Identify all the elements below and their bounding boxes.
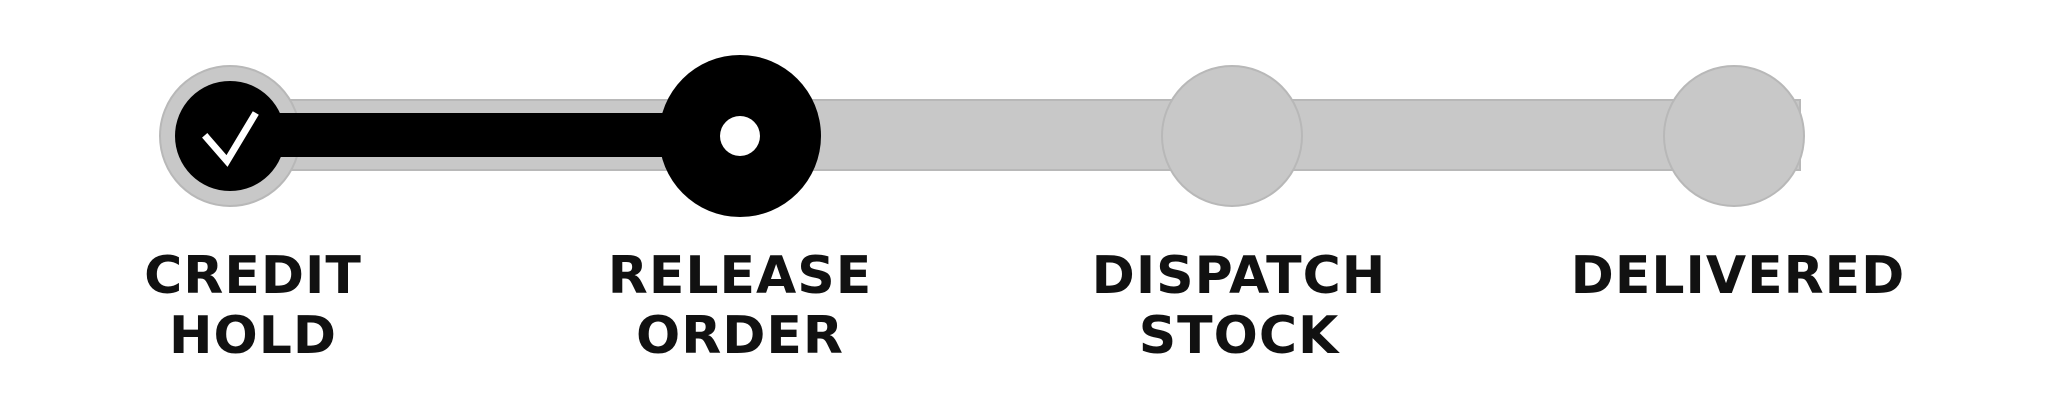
dot-icon xyxy=(720,116,760,156)
step-label-line: RELEASE xyxy=(607,246,873,306)
step-label-line: DISPATCH xyxy=(1091,246,1387,306)
step-label-line: ORDER xyxy=(636,306,844,366)
check-icon xyxy=(196,105,265,174)
step-label-line: STOCK xyxy=(1138,306,1340,366)
step-node-delivered[interactable] xyxy=(1663,65,1805,207)
step-label-delivered: DELIVERED xyxy=(1568,246,1908,306)
step-label-dispatch-stock: DISPATCH STOCK xyxy=(1069,246,1409,366)
progress-fill xyxy=(230,113,740,157)
step-label-line: HOLD xyxy=(168,306,338,366)
step-node-dispatch-stock[interactable] xyxy=(1161,65,1303,207)
step-node-credit-hold[interactable] xyxy=(175,81,285,191)
step-label-line: CREDIT xyxy=(144,246,362,306)
step-label-release-order: RELEASE ORDER xyxy=(570,246,910,366)
step-label-credit-hold: CREDIT HOLD xyxy=(83,246,423,366)
step-label-line: DELIVERED xyxy=(1570,246,1906,306)
